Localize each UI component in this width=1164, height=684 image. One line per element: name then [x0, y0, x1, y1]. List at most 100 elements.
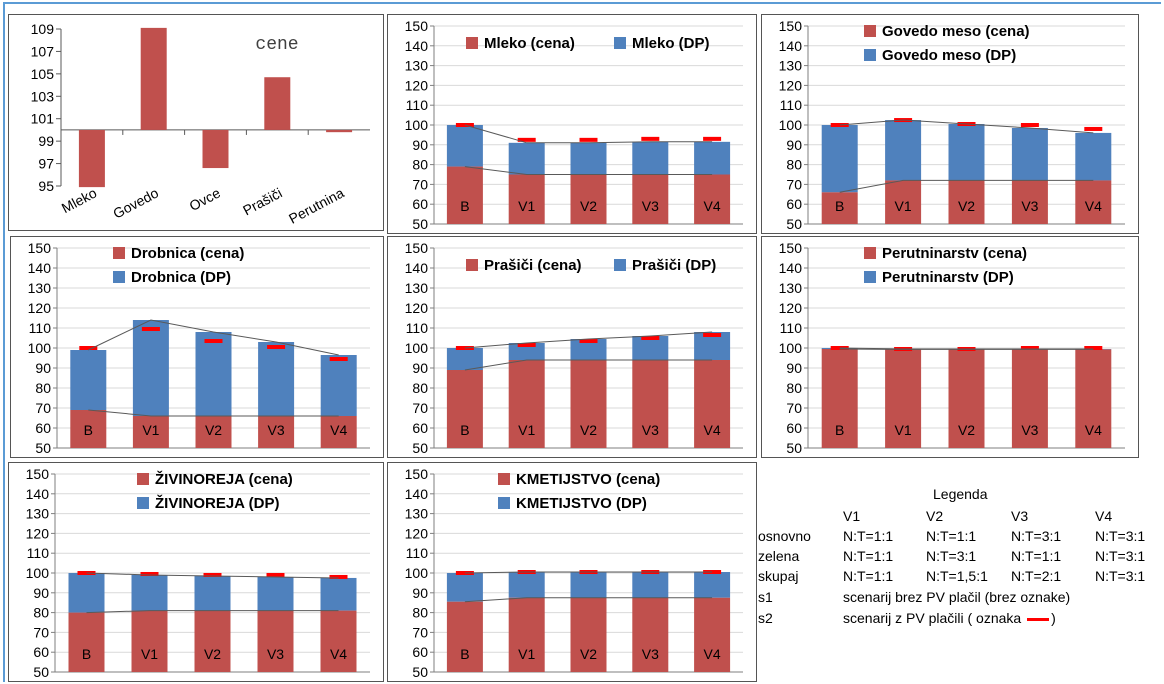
- legend-row-label: osnovno: [758, 528, 811, 544]
- y-tick-label: 130: [405, 280, 429, 296]
- legend-label-dp: Perutninarstv (DP): [882, 269, 1014, 286]
- x-tick-label: V2: [580, 646, 597, 662]
- bar-cena: [446, 601, 483, 672]
- x-tick-label: V3: [642, 646, 659, 662]
- bar-cena: [570, 174, 607, 224]
- x-tick-label: V1: [142, 422, 159, 438]
- bar-cena: [446, 370, 483, 448]
- chart-mleko: 150 140 130 120 110 100 90 80 70 60 50 B V1 V2 V3 V4 Mle…: [405, 18, 743, 232]
- x-tick-label: B: [460, 646, 469, 662]
- bar-cena: [508, 174, 545, 224]
- bar-cena: [195, 416, 232, 448]
- y-tick-label: 130: [405, 506, 429, 522]
- legend-label-dp: KMETIJSTVO (DP): [516, 495, 647, 512]
- series-line-cena: [464, 359, 713, 371]
- y-tick-label: 110: [29, 320, 52, 336]
- series-line-cena: [88, 409, 339, 417]
- legend-label-cena: Drobnica (cena): [131, 245, 244, 262]
- pv-marker: [579, 137, 598, 142]
- x-tick-label: V2: [580, 422, 597, 438]
- y-tick-label: 110: [27, 545, 50, 561]
- y-tick-label: 60: [412, 196, 428, 212]
- y-tick-label: 105: [31, 66, 55, 82]
- x-tick-label: V2: [204, 646, 221, 662]
- y-tick-label: 70: [35, 400, 51, 416]
- bar-dp: [258, 342, 295, 416]
- bar-dp: [694, 572, 731, 598]
- bar-cena: [632, 174, 669, 224]
- y-tick-label: 90: [35, 360, 51, 376]
- bar-dp: [131, 574, 168, 611]
- bar-cena: [632, 360, 669, 448]
- bar-cena: [885, 349, 922, 448]
- x-tick-label: V3: [267, 646, 284, 662]
- y-tick-label: 150: [28, 240, 52, 256]
- legend-label-dp: ŽIVINOREJA (DP): [155, 494, 279, 512]
- bar-dp: [132, 320, 169, 416]
- pv-marker: [1020, 123, 1039, 127]
- legend-swatch-dp: [137, 497, 149, 509]
- y-tick-label: 60: [786, 196, 802, 212]
- legend-cell: N:T=1:1: [843, 568, 894, 584]
- pv-marker: [141, 327, 160, 331]
- x-tick-label: V4: [1085, 422, 1102, 438]
- series-line-dp: [464, 124, 713, 144]
- bar-cena: [694, 174, 731, 224]
- bar-cena: [694, 597, 731, 672]
- y-tick-label: 120: [779, 300, 803, 316]
- pv-marker: [703, 333, 722, 337]
- bar-cena: [258, 416, 295, 448]
- scenario-legend: Legenda V1 V2 V3 V4 osnovno N:T=1:1 N:T=…: [758, 482, 1163, 662]
- y-tick-label: 70: [412, 624, 428, 640]
- y-tick-label: 60: [786, 420, 802, 436]
- y-tick-label: 90: [786, 360, 802, 376]
- bar-cena: [694, 360, 731, 448]
- legend-title: Legenda: [933, 486, 988, 502]
- y-tick-label: 130: [405, 58, 429, 74]
- legend-s2-label: s2: [758, 610, 773, 626]
- legend-cell: N:T=3:1: [1095, 548, 1146, 564]
- y-tick-label: 100: [405, 565, 429, 581]
- series-line-dp: [86, 572, 339, 579]
- series-line-cena: [86, 610, 339, 614]
- bar-cena: [948, 180, 985, 224]
- pv-marker: [266, 572, 285, 577]
- y-tick-label: 150: [405, 466, 429, 482]
- chart-panel-prasici: 150 140 130 120 110 100 90 80 70 60 50 B V1 V2 V3 V4 Pra…: [387, 236, 757, 458]
- legend-swatch-dp: [614, 37, 626, 49]
- y-tick-label: 80: [786, 157, 802, 173]
- y-tick-label: 110: [406, 320, 429, 336]
- legend-cell: N:T=1:1: [843, 528, 894, 544]
- bar-cena: [70, 410, 107, 448]
- bar-cena: [570, 597, 607, 672]
- series-line-dp: [88, 319, 339, 356]
- legend-swatch-dp: [498, 497, 510, 509]
- y-tick-label: 50: [412, 216, 428, 232]
- chart-kmetijstvo: 150 140 130 120 110 100 90 80 70 60 50 B V1 V2 V3 V4 KME…: [405, 466, 743, 680]
- x-tick-label: V3: [642, 198, 659, 214]
- bar-cena: [68, 612, 105, 672]
- legend-label-cena: Prašiči (cena): [484, 257, 582, 274]
- y-tick-label: 70: [412, 176, 428, 192]
- y-tick-label: 70: [33, 624, 49, 640]
- bar-cena: [821, 349, 858, 448]
- bar-dp: [320, 355, 357, 416]
- pv-marker: [329, 357, 348, 361]
- bar-dp: [885, 120, 922, 181]
- bar: [78, 129, 105, 188]
- legend-label-cena: KMETIJSTVO (cena): [516, 471, 660, 488]
- x-tick-label: V2: [580, 198, 597, 214]
- figure-frame: [3, 2, 1161, 682]
- pv-marker: [455, 123, 474, 127]
- y-tick-label: 110: [780, 97, 803, 113]
- pv-marker: [204, 339, 223, 343]
- y-tick-label: 100: [779, 117, 803, 133]
- legend-label-dp: Drobnica (DP): [131, 269, 231, 286]
- y-tick-label: 80: [412, 605, 428, 621]
- y-tick-label: 140: [779, 260, 803, 276]
- y-tick-label: 120: [26, 525, 50, 541]
- bar-cena: [320, 610, 357, 672]
- chart-panel-kmetijstvo: 150 140 130 120 110 100 90 80 70 60 50 B V1 V2 V3 V4 KME…: [387, 462, 757, 682]
- bar: [326, 129, 353, 133]
- series-line-dp: [839, 347, 1094, 350]
